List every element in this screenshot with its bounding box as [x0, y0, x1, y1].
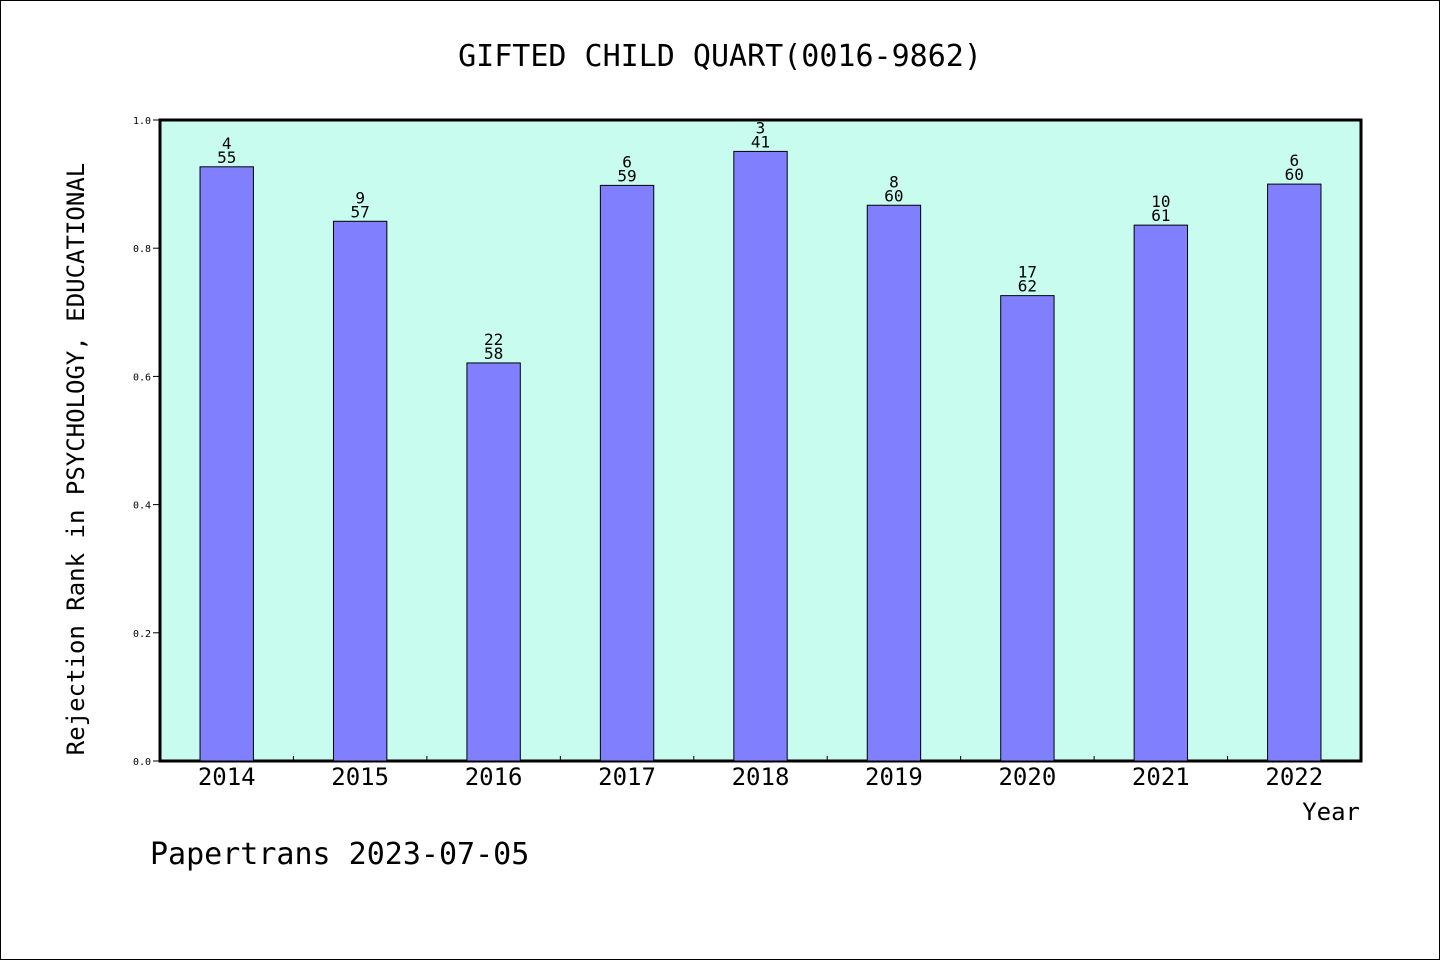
bar [1133, 224, 1189, 762]
bar [332, 220, 388, 762]
bar-rank-label: 22 [484, 330, 503, 349]
x-tick-label: 2015 [331, 763, 389, 791]
bar-rank-label: 9 [355, 188, 365, 207]
y-tick-label: 0.8 [133, 244, 151, 255]
x-tick-label: 2014 [198, 763, 256, 791]
x-tick-label: 2018 [732, 763, 790, 791]
x-tick-label: 2021 [1132, 763, 1190, 791]
bar-total-label: 62 [1018, 277, 1037, 296]
bar-total-label: 41 [751, 132, 770, 151]
bar-rank-label: 17 [1018, 263, 1037, 282]
y-tick-label: 0.0 [133, 757, 151, 768]
bar-total-label: 61 [1151, 206, 1170, 225]
y-tick-label: 0.2 [133, 629, 151, 640]
bar-rank-label: 6 [1289, 151, 1299, 170]
bar [1000, 295, 1055, 762]
y-tick-label: 1.0 [133, 116, 151, 127]
bar [866, 204, 922, 762]
y-tick-label: 0.6 [133, 372, 151, 383]
bar [199, 166, 254, 762]
bar-total-label: 57 [351, 202, 370, 221]
bar-rank-label: 10 [1151, 192, 1170, 211]
bar-rank-label: 8 [889, 172, 899, 191]
bar [599, 184, 655, 762]
y-axis: 0.0 0.2 0.4 0.6 0.8 1.0 [133, 116, 160, 768]
y-tick-label: 0.4 [133, 501, 151, 512]
x-tick-label: 2019 [865, 763, 923, 791]
x-tick-label: 2016 [465, 763, 523, 791]
x-axis-label: Year [1302, 798, 1360, 826]
bar-total-label: 60 [884, 186, 903, 205]
x-tick-label: 2022 [1265, 763, 1323, 791]
x-tick-label: 2020 [998, 763, 1056, 791]
bar-rank-label: 3 [756, 118, 766, 137]
x-tick-label: 2017 [598, 763, 656, 791]
bar-total-label: 59 [617, 166, 636, 185]
bar-rank-label: 4 [222, 134, 232, 153]
y-axis-label: Rejection Rank in PSYCHOLOGY, EDUCATIONA… [62, 163, 90, 755]
x-axis: 2014 2015 2016 2017 2018 2019 2020 2021 2022 [198, 756, 1323, 791]
bar-total-label: 55 [217, 148, 236, 167]
chart-title: GIFTED CHILD QUART(0016-9862) [458, 39, 982, 74]
bar-total-label: 60 [1285, 165, 1304, 184]
bar-rank-label: 6 [622, 152, 632, 171]
bar [733, 150, 788, 762]
bar [466, 362, 521, 762]
bar-total-label: 58 [484, 344, 503, 363]
footer-credit: Papertrans 2023-07-05 [150, 837, 529, 872]
bar [1267, 183, 1322, 762]
